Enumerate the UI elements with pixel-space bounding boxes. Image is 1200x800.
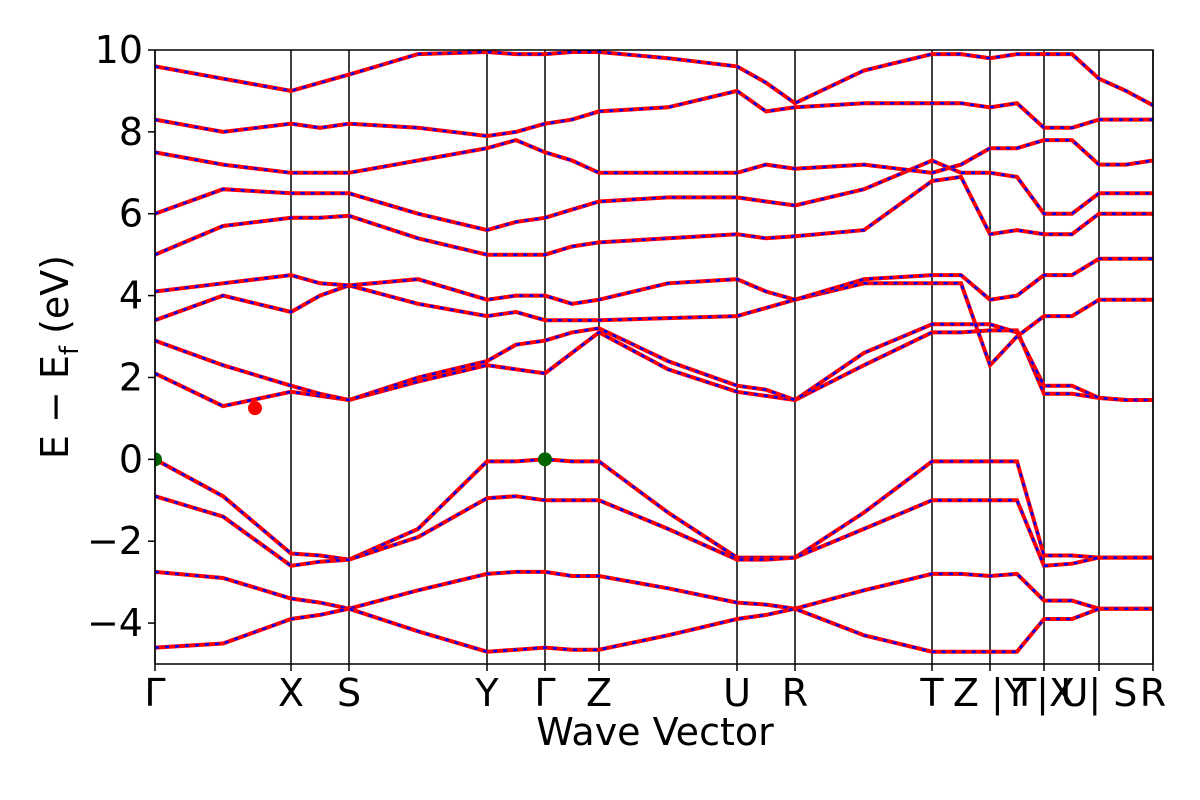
x-tick-label: Z <box>586 671 612 715</box>
x-tick-label: R <box>1140 671 1166 715</box>
band <box>155 328 1153 409</box>
band <box>155 569 1153 611</box>
band-dash <box>155 175 1153 256</box>
y-tick-label: 10 <box>95 28 143 72</box>
band-dash <box>155 138 1153 175</box>
band <box>155 88 1153 139</box>
x-tick-label: T <box>919 671 944 715</box>
y-axis-label: E − Ef (eV) <box>33 255 85 459</box>
x-axis-label: Wave Vector <box>536 710 774 754</box>
plot-frame <box>154 49 1154 665</box>
extremum-marker <box>538 452 552 467</box>
y-tick-label: 8 <box>119 110 143 154</box>
band-dash <box>155 257 1153 306</box>
band-dash <box>155 159 1153 232</box>
band <box>155 606 1153 654</box>
band-dash <box>155 50 1153 107</box>
x-tick-label: Y <box>474 671 499 715</box>
x-tick-label: Z |Y <box>953 671 1028 716</box>
x-tick-label: S <box>337 671 361 715</box>
y-label-unit: (eV) <box>33 255 77 334</box>
y-tick-label: −2 <box>87 519 143 563</box>
band <box>155 457 1153 562</box>
band-dash <box>155 458 1153 561</box>
extremum-marker <box>155 452 162 467</box>
x-tick-label: X <box>278 671 304 715</box>
y-label-sub: f <box>55 345 85 355</box>
x-tick-label: R <box>782 671 808 715</box>
x-tick-label: T|X <box>1012 671 1075 716</box>
y-tick-label: 4 <box>119 274 143 318</box>
band <box>155 137 1153 175</box>
extremum-marker <box>248 401 262 416</box>
y-tick-label: −4 <box>87 601 143 645</box>
y-tick-label: 0 <box>119 437 143 481</box>
y-tick-label: 6 <box>119 192 143 236</box>
band-dash <box>155 570 1153 610</box>
band <box>155 174 1153 257</box>
x-tick-label: U <box>723 671 751 715</box>
x-tick-label: U| S <box>1061 671 1138 716</box>
band-dash <box>155 89 1153 138</box>
x-tick-label: Γ <box>534 671 555 715</box>
y-label-main: E − E <box>33 355 77 459</box>
band-dash <box>155 323 1153 402</box>
x-tick-label: Γ <box>144 671 165 715</box>
y-tick-label: 2 <box>119 355 143 399</box>
band-dash <box>155 494 1153 568</box>
band <box>155 50 1153 108</box>
